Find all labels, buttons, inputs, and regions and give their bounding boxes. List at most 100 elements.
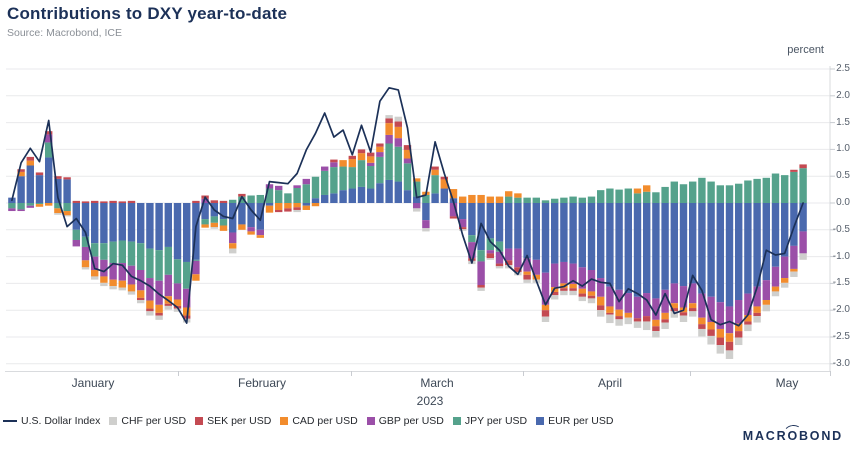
bar-segment [238, 203, 246, 225]
legend-square-swatch [195, 417, 204, 425]
macrobond-logo: MACR O BOND [743, 423, 843, 443]
legend-label: EUR per USD [548, 415, 614, 427]
bar-segment [569, 290, 577, 296]
bar-segment [560, 288, 568, 291]
chart-plot-area: 2.5 2.0 1.5 1.0 0.5 0.0 -0.5 -1.0 -1.5 -2.0 -2.5 -3… [6, 63, 850, 372]
bar-segment [201, 224, 209, 228]
logo-orbit-o: O [783, 423, 804, 443]
bar-segment [183, 307, 191, 316]
bar-segment [109, 286, 117, 290]
bar-segment [771, 266, 780, 287]
bar-segment [523, 279, 531, 283]
bar-segment [661, 312, 669, 320]
bar-segment [495, 203, 504, 242]
bar-segment [17, 176, 25, 203]
bar-segment [238, 193, 246, 197]
bar-segment [385, 134, 393, 144]
x-axis-tick [350, 371, 352, 376]
bar-segment [790, 268, 798, 272]
bar-segment [679, 315, 688, 322]
bar-segment [514, 193, 522, 198]
bar-segment [661, 186, 669, 203]
bar-segment [146, 203, 154, 249]
x-axis-line [5, 371, 831, 372]
bar-segment [17, 203, 25, 210]
bar-segment [615, 309, 623, 317]
bar-segment [256, 203, 264, 230]
bar-segment [183, 261, 191, 289]
bar-segment [229, 232, 237, 244]
bar-segment [606, 314, 614, 324]
bar-segment [689, 283, 697, 304]
bar-segment [422, 203, 430, 221]
y-tick-label: 2.0 [836, 89, 850, 101]
legend-label: CAD per USD [292, 415, 358, 427]
bar-segment [293, 203, 301, 208]
bar-segment [330, 193, 338, 203]
bar-segment [771, 173, 780, 203]
bar-segment [790, 171, 798, 203]
bar-segment [735, 203, 743, 301]
bar-segment [615, 189, 623, 203]
bar-segment [155, 315, 163, 320]
bar-segment [339, 190, 347, 203]
bar-segment [155, 280, 163, 305]
legend-item: U.S. Dollar Index [3, 415, 100, 427]
month-label-february: February [237, 376, 287, 390]
bar-segment [633, 321, 642, 328]
bar-segment [440, 179, 448, 189]
x-axis-tick [178, 371, 179, 376]
bar-segment [100, 282, 108, 287]
bar-segment [348, 167, 356, 189]
bar-segment [54, 213, 62, 215]
bar-segment [311, 203, 320, 207]
bar-segment [578, 296, 586, 302]
bar-segment [781, 175, 789, 203]
bar-segment [210, 216, 218, 223]
bar-segment [799, 164, 807, 169]
page-title: Contributions to DXY year-to-date [7, 4, 288, 23]
bar-segment [219, 219, 228, 226]
bar-segment [725, 306, 734, 334]
bar-segment [670, 303, 678, 309]
bar-segment [201, 203, 209, 220]
bar-segment [679, 203, 688, 287]
bar-segment [17, 209, 25, 212]
bar-segment [532, 274, 540, 280]
bar-segment [183, 203, 191, 262]
bar-segment [624, 188, 632, 203]
bar-segment [137, 297, 145, 301]
bar-segment [357, 149, 366, 154]
bar-segment [394, 138, 402, 147]
bar-segment [192, 260, 200, 275]
bar-segment [54, 208, 62, 214]
bar-segment [633, 296, 642, 319]
bar-segment [403, 158, 412, 164]
legend-square-swatch [366, 417, 375, 425]
x-axis-year-label: 2023 [416, 394, 444, 408]
bar-segment [707, 181, 715, 203]
bar-segment [265, 203, 274, 206]
bar-segment [146, 278, 154, 301]
bar-segment [551, 291, 559, 296]
bar-segment [643, 185, 651, 192]
bar-segment [357, 160, 366, 187]
bar-segment [413, 181, 421, 197]
bar-segment [606, 312, 614, 315]
bar-segment [367, 152, 375, 157]
bar-segment [403, 145, 412, 150]
bar-segment [707, 321, 715, 330]
bar-segment [275, 209, 283, 213]
bar-segment [606, 203, 614, 287]
bar-segment [486, 250, 494, 254]
bar-segment [403, 163, 412, 191]
bar-segment [762, 203, 770, 281]
bar-segment [725, 333, 734, 342]
bar-segment [569, 196, 577, 203]
bar-segment [689, 203, 697, 284]
bar-segment [643, 203, 651, 294]
bar-segment [468, 235, 476, 243]
bar-segment [633, 318, 642, 322]
bar-segment [633, 193, 642, 203]
bar-segment [357, 186, 366, 203]
